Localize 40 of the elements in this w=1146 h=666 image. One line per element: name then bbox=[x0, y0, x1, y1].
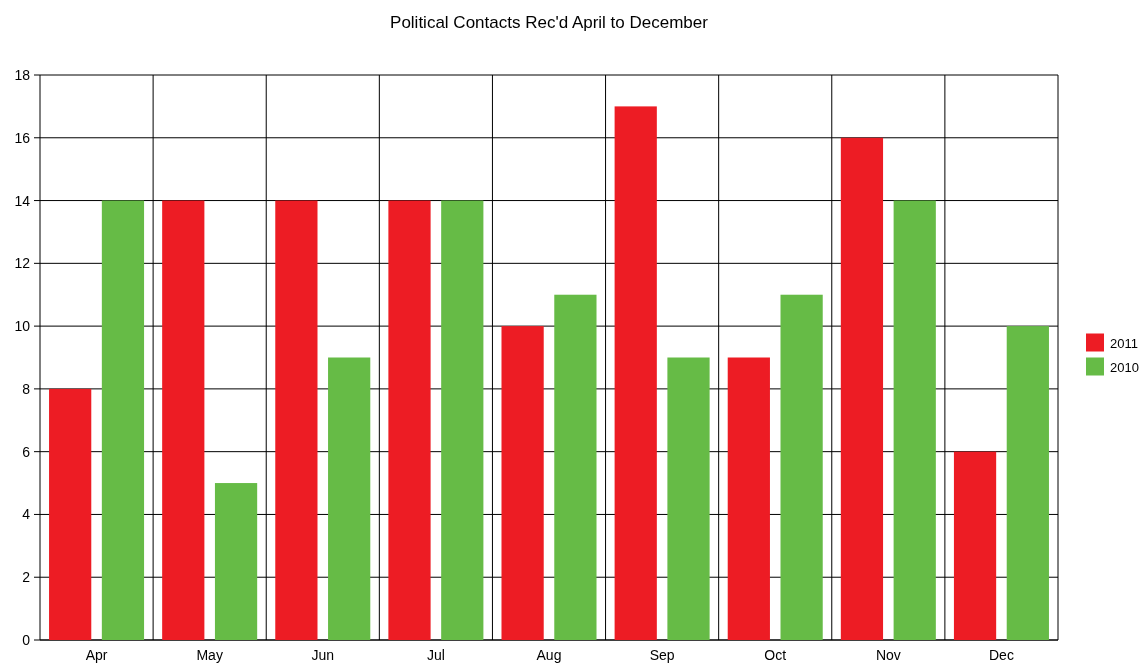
bar bbox=[328, 357, 371, 640]
bar bbox=[614, 106, 657, 640]
y-tick-label: 6 bbox=[22, 443, 31, 460]
bar bbox=[554, 294, 597, 640]
y-tick-label: 16 bbox=[14, 129, 31, 146]
x-tick-label: Nov bbox=[875, 647, 901, 663]
y-tick-label: 14 bbox=[14, 192, 31, 209]
bar bbox=[388, 200, 431, 640]
bar bbox=[727, 357, 770, 640]
bar bbox=[49, 388, 92, 640]
y-tick-label: 2 bbox=[22, 569, 31, 586]
x-tick-label: May bbox=[196, 647, 223, 663]
legend-label: 2011 bbox=[1110, 335, 1138, 351]
bar bbox=[501, 326, 544, 640]
bar bbox=[1006, 326, 1049, 640]
bar bbox=[667, 357, 710, 640]
bar bbox=[214, 483, 258, 640]
y-tick-label: 12 bbox=[14, 255, 31, 272]
bar bbox=[893, 200, 936, 640]
x-tick-label: Dec bbox=[988, 647, 1014, 663]
y-tick-label: 8 bbox=[22, 380, 31, 397]
bar bbox=[780, 294, 823, 640]
x-tick-label: Aug bbox=[536, 647, 562, 663]
y-tick-label: 0 bbox=[22, 632, 31, 648]
x-tick-label: Jul bbox=[426, 647, 445, 663]
x-tick-label: Apr bbox=[85, 647, 108, 663]
y-tick-label: 18 bbox=[14, 67, 31, 83]
bar bbox=[953, 451, 997, 640]
x-tick-label: Jun bbox=[311, 647, 335, 663]
bar bbox=[840, 137, 884, 640]
bar bbox=[275, 200, 318, 640]
y-tick-label: 4 bbox=[22, 506, 31, 523]
bar bbox=[101, 200, 145, 640]
y-tick-label: 10 bbox=[14, 318, 31, 335]
bar bbox=[162, 200, 205, 640]
chart-title: Political Contacts Rec'd April to December bbox=[390, 13, 709, 32]
x-tick-label: Oct bbox=[764, 647, 787, 663]
x-tick-label: Sep bbox=[649, 647, 675, 663]
bar bbox=[441, 200, 484, 640]
legend-label: 2010 bbox=[1110, 359, 1139, 375]
